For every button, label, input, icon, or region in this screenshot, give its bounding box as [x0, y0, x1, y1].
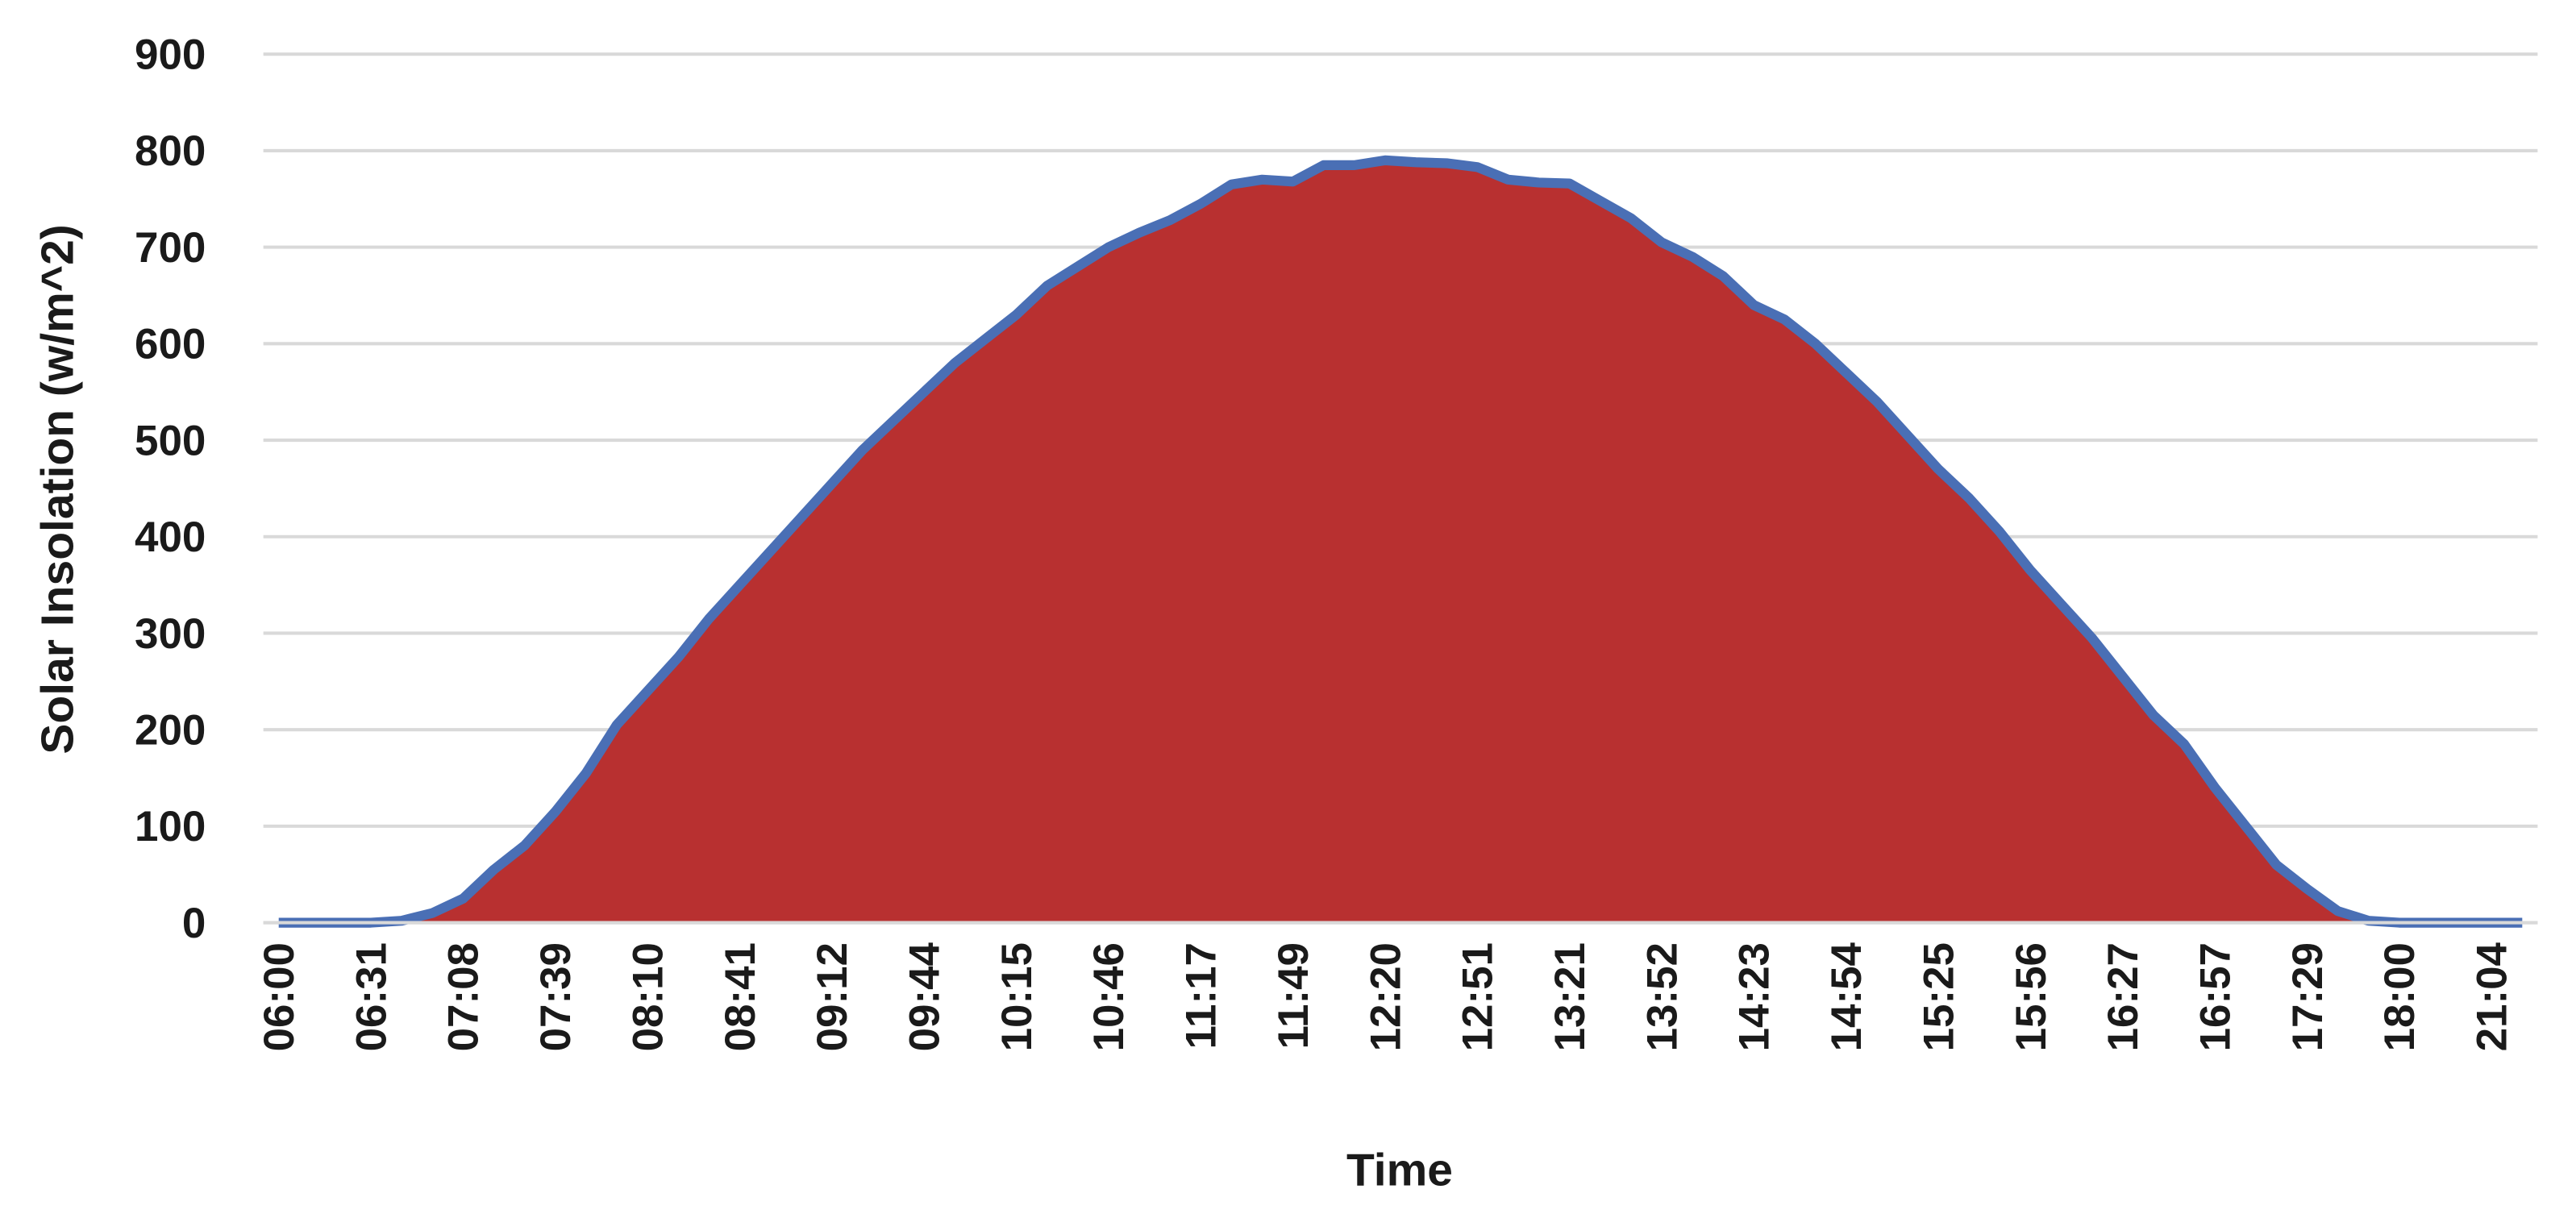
x-tick-label: 08:41 [717, 942, 764, 1051]
x-tick-label: 08:10 [624, 942, 672, 1051]
y-tick-label: 200 [135, 707, 206, 755]
x-tick-label: 18:00 [2376, 942, 2424, 1051]
x-tick-label: 12:51 [1454, 942, 1502, 1051]
x-tick-label: 11:17 [1178, 942, 1226, 1049]
y-tick-label: 700 [135, 224, 206, 272]
x-tick-label: 14:54 [1823, 942, 1871, 1051]
y-tick-label: 900 [135, 31, 206, 79]
x-tick-label: 06:00 [256, 942, 303, 1051]
y-tick-label: 800 [135, 127, 206, 175]
line [278, 155, 2523, 928]
x-tick-label: 10:15 [993, 942, 1041, 1051]
x-tick-label: 07:39 [532, 942, 580, 1051]
x-tick-label: 16:27 [2100, 942, 2147, 1051]
x-tick-label: 06:31 [347, 942, 395, 1051]
x-tick-label: 17:29 [2284, 942, 2332, 1051]
x-tick-label: 16:57 [2191, 942, 2239, 1051]
y-tick-label: 300 [135, 610, 206, 658]
x-axis-title: Time [1346, 1144, 1453, 1195]
y-tick-label: 400 [135, 514, 206, 561]
y-tick-label: 600 [135, 321, 206, 368]
x-tick-label: 13:21 [1546, 942, 1594, 1051]
y-axis-title: Solar Insolation (w/m^2) [31, 224, 83, 754]
x-tick-label: 07:08 [440, 942, 488, 1051]
y-tick-label: 100 [135, 803, 206, 850]
x-tick-label: 15:25 [1915, 942, 1962, 1051]
x-tick-label: 09:44 [901, 942, 949, 1051]
x-tick-label: 21:04 [2469, 942, 2516, 1051]
y-tick-label: 500 [135, 417, 206, 464]
x-tick-label: 12:20 [1362, 942, 1409, 1051]
x-tick-label: 11:49 [1270, 942, 1317, 1049]
x-tick-label: 13:52 [1638, 942, 1686, 1051]
y-tick-label: 0 [182, 900, 206, 947]
x-tick-label: 15:56 [2008, 942, 2055, 1051]
x-tick-label: 14:23 [1731, 942, 1779, 1051]
area [278, 160, 2523, 923]
x-tick-label: 10:46 [1085, 942, 1133, 1051]
x-tick-label: 09:12 [809, 942, 856, 1051]
